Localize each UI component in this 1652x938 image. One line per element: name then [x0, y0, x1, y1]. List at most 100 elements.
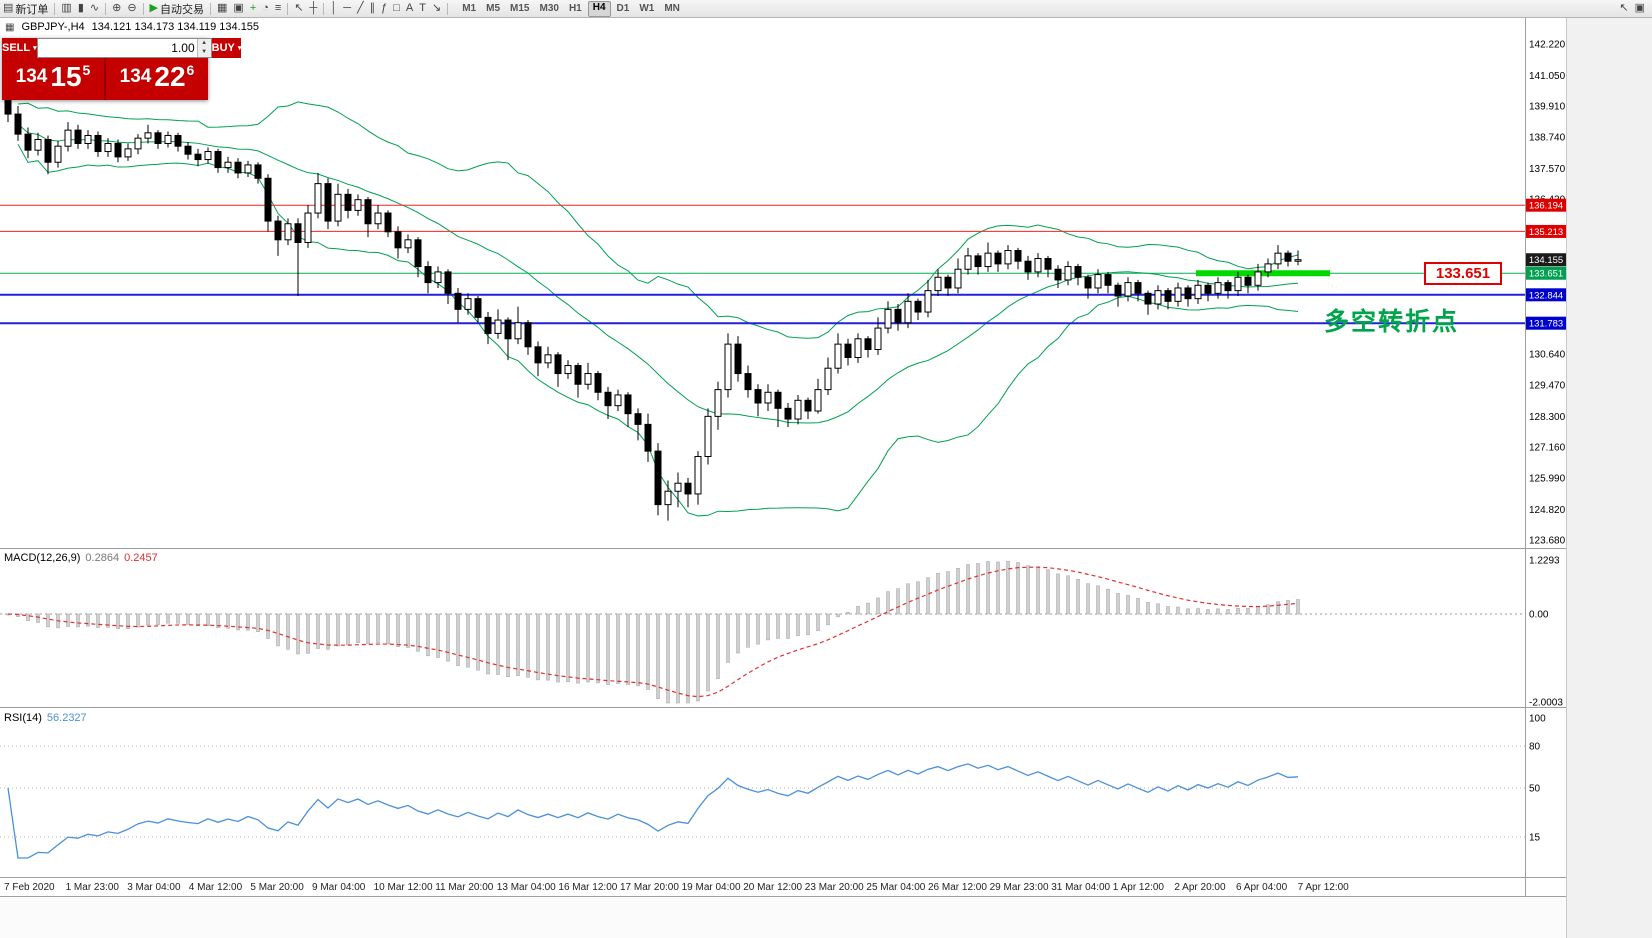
svg-text:7 Apr 12:00: 7 Apr 12:00 — [1298, 882, 1350, 893]
volume-box: ▲ ▼ — [36, 38, 212, 58]
timeframe-button-m1[interactable]: M1 — [462, 2, 477, 14]
turning-point-annotation[interactable]: 多空转折点 — [1324, 308, 1460, 336]
buy-dropdown-icon[interactable]: ▾ — [237, 45, 242, 52]
new-order-button: ▤ — [3, 2, 14, 14]
buy-price-whole: 134 — [119, 66, 152, 87]
docking-icon[interactable]: ▣ — [1632, 1, 1648, 16]
svg-text:4 Mar 12:00: 4 Mar 12:00 — [189, 882, 243, 893]
crosshair-icon[interactable]: ┼ — [307, 1, 321, 16]
macd-indicator-header: MACD(12,26,9) 0.2864 0.2457 — [4, 552, 158, 564]
templates-icon[interactable]: ≡ — [272, 1, 284, 16]
cascade-windows-icon[interactable]: ▣ — [230, 1, 246, 16]
main-price-panel[interactable] — [0, 71, 1525, 521]
bollinger-upper-line — [17, 101, 1299, 339]
macd-axis-labels[interactable]: 1.2293 0.00 -2.0003 — [1529, 556, 1563, 709]
candles-layer — [4, 71, 1302, 521]
periods-icon[interactable]: ◔ — [259, 1, 272, 16]
line-chart-icon[interactable]: ∿ — [87, 1, 102, 16]
timeframe-button-m30[interactable]: M30 — [539, 2, 559, 14]
zoom-in-icon[interactable]: ⊕ — [109, 1, 124, 16]
timeframe-button-m15[interactable]: M15 — [510, 2, 530, 14]
svg-text:25 Mar 04:00: 25 Mar 04:00 — [866, 882, 925, 893]
buy-price-sup: 6 — [186, 62, 195, 78]
sell-button-label: SELL — [2, 42, 31, 54]
key-level-price-label[interactable]: 133.651 — [1424, 262, 1502, 285]
rsi-panel[interactable] — [0, 745, 1525, 859]
svg-text:20 Mar 12:00: 20 Mar 12:00 — [743, 882, 802, 893]
trade-panel-divider — [104, 58, 106, 100]
sell-button[interactable]: SELL ▾ — [2, 38, 37, 58]
trendline-icon: ╱ — [357, 2, 364, 14]
svg-text:1.2293: 1.2293 — [1529, 556, 1560, 567]
timeframe-button-h4[interactable]: H4 — [587, 0, 611, 17]
price-tag — [1526, 266, 1566, 280]
pointer-icon[interactable]: ↖ — [1616, 1, 1631, 16]
bar-chart-icon[interactable]: ▥ — [58, 1, 74, 16]
timeframe-button-m5[interactable]: M5 — [486, 2, 501, 14]
volume-up-icon[interactable]: ▲ — [197, 39, 211, 48]
sell-dropdown-icon[interactable]: ▾ — [33, 45, 37, 52]
text-label-icon[interactable]: T — [416, 1, 429, 16]
svg-text:133.651: 133.651 — [1529, 269, 1563, 280]
channel-icon: ∥ — [369, 2, 376, 14]
svg-text:125.990: 125.990 — [1529, 474, 1566, 485]
candlestick-chart-icon[interactable]: ▮ — [75, 1, 87, 16]
channel-icon[interactable]: ∥ — [367, 1, 379, 16]
workspace-bottom-gutter — [0, 897, 1566, 938]
svg-text:138.740: 138.740 — [1529, 133, 1566, 144]
svg-text:15: 15 — [1529, 833, 1541, 844]
tile-windows-icon[interactable]: ▦ — [214, 1, 230, 16]
svg-text:129.470: 129.470 — [1529, 381, 1566, 392]
rsi-label: RSI(14) — [4, 712, 42, 724]
toolbar-separator — [447, 2, 449, 15]
timeframe-button-w1[interactable]: W1 — [639, 2, 655, 14]
price-axis-labels[interactable]: 142.220141.050139.910138.740137.570136.4… — [1529, 40, 1566, 547]
time-axis-labels[interactable]: 7 Feb 2020 1 Mar 23:00 3 Mar 04:00 4 Mar 12… — [4, 882, 1349, 893]
timeframe-button-d1[interactable]: D1 — [616, 2, 630, 14]
sell-price-big: 15 — [50, 61, 82, 92]
crosshair-icon: ┼ — [309, 2, 318, 14]
buy-button[interactable]: BUY ▾ — [211, 38, 242, 58]
toolbar-left: ▤ 新订单 ▥ ▮ ∿ ⊕ ⊖ ▶ 自动交易 ▦ ▣ + ◔ ≡ ↖ ┼ │ ─ ╱ ∥ ƒ □ A T ↘ — [0, 1, 451, 16]
new-order-button[interactable]: ▤ 新订单 — [0, 1, 51, 16]
timeframe-button-h1[interactable]: H1 — [568, 2, 582, 14]
price-tag — [1526, 316, 1566, 330]
ohlc-values: 134.121 134.173 134.119 134.155 — [91, 21, 260, 33]
buy-price[interactable]: 134 22 6 — [106, 58, 208, 100]
macd-label: MACD(12,26,9) — [4, 552, 81, 564]
chart-canvas[interactable]: 142.220141.050139.910138.740137.570136.4… — [0, 0, 1566, 938]
sell-price[interactable]: 134 15 5 — [2, 58, 104, 100]
horizontal-line-icon[interactable]: ─ — [340, 1, 354, 16]
cursor-icon[interactable]: ↖ — [291, 1, 306, 16]
arrow-tool-icon[interactable]: ↘ — [429, 1, 444, 16]
auto-trading-button[interactable]: ▶ 自动交易 — [147, 1, 207, 16]
bollinger-middle-line — [17, 123, 1299, 424]
timeframe-button-mn[interactable]: MN — [664, 2, 680, 14]
svg-text:9 Mar 04:00: 9 Mar 04:00 — [312, 882, 366, 893]
vertical-line-icon[interactable]: │ — [327, 1, 340, 16]
price-axis-tags: 136.194 135.213 134.155 133.651 132.844 131.7… — [1526, 198, 1566, 330]
add-indicator-icon[interactable]: + — [247, 1, 259, 16]
toolbar-separator — [210, 2, 211, 15]
add-indicator-icon: + — [249, 2, 257, 14]
trendline-icon[interactable]: ╱ — [354, 1, 367, 16]
pointer-icon: ↖ — [1619, 2, 1629, 14]
shapes-icon[interactable]: □ — [390, 1, 403, 16]
text-label-icon: T — [419, 2, 426, 14]
price-tag — [1526, 224, 1566, 238]
volume-down-icon[interactable]: ▼ — [197, 48, 211, 57]
svg-text:17 Mar 20:00: 17 Mar 20:00 — [620, 882, 679, 893]
text-icon[interactable]: A — [403, 1, 416, 16]
svg-text:1 Apr 12:00: 1 Apr 12:00 — [1113, 882, 1165, 893]
fibonacci-icon[interactable]: ƒ — [378, 1, 390, 16]
rsi-axis-labels[interactable]: 100 80 50 15 — [1529, 714, 1546, 844]
macd-panel[interactable] — [0, 560, 1525, 704]
periods-icon: ◔ — [262, 2, 269, 14]
docking-icon: ▣ — [1634, 2, 1645, 14]
volume-input[interactable] — [37, 39, 197, 57]
svg-text:16 Mar 12:00: 16 Mar 12:00 — [558, 882, 617, 893]
zoom-out-icon[interactable]: ⊖ — [124, 1, 139, 16]
svg-text:123.680: 123.680 — [1529, 535, 1566, 546]
svg-text:100: 100 — [1529, 714, 1546, 725]
